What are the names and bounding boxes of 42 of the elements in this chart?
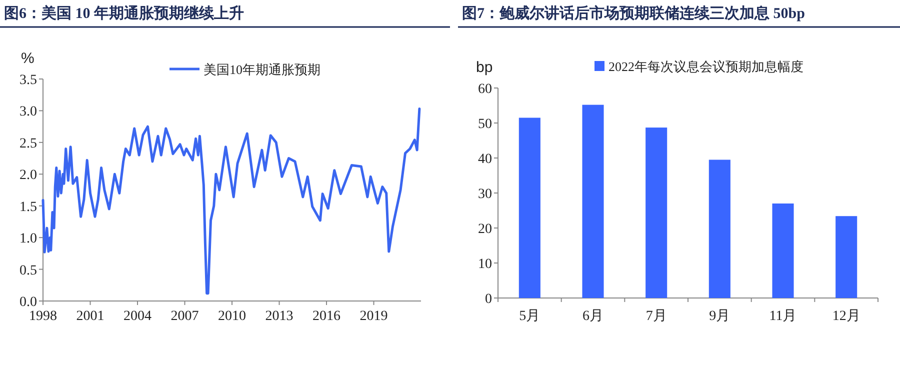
y-tick-label: 3.5 — [20, 73, 37, 88]
x-tick-label: 11月 — [769, 309, 797, 324]
x-tick-label: 2010 — [218, 309, 246, 324]
x-tick-label: 1998 — [29, 309, 57, 324]
x-tick-label: 2019 — [360, 309, 388, 324]
x-tick-label: 2016 — [312, 309, 340, 324]
y-tick-label: 2.0 — [20, 168, 37, 184]
y-tick-label: 60 — [478, 82, 492, 97]
bar — [582, 104, 604, 298]
legend-label: 2022年每次议息会议预期加息幅度 — [608, 59, 804, 74]
x-tick-label: 12月 — [832, 309, 860, 324]
y-tick-label: 0.0 — [20, 295, 37, 310]
y-tick-label: 2.5 — [20, 136, 37, 152]
line-series — [42, 108, 421, 295]
x-tick-label: 2007 — [170, 309, 199, 324]
y-tick-label: 0.5 — [20, 263, 37, 278]
bar — [518, 118, 540, 298]
x-tick-label: 5月 — [519, 309, 540, 324]
y-tick-label: 30 — [478, 187, 492, 202]
y-tick-label: 3.0 — [20, 104, 37, 120]
y-tick-label: 1.5 — [20, 200, 37, 215]
x-tick-label: 9月 — [709, 309, 730, 324]
bar — [772, 204, 794, 298]
y-tick-label: 40 — [478, 152, 492, 167]
y-tick-label: 10 — [478, 257, 492, 272]
y-axis-title: bp — [476, 59, 493, 76]
x-tick-label: 6月 — [582, 309, 604, 324]
y-tick-label: 50 — [478, 117, 492, 132]
y-tick-label: 1.0 — [20, 232, 37, 247]
legend-label: 美国10年期通胀预期 — [204, 62, 320, 77]
x-tick-label: 2013 — [265, 309, 294, 324]
x-tick-label: 2001 — [76, 309, 104, 324]
chart-title: 图6：美国 10 年期通胀预期继续上升 — [4, 4, 244, 22]
y-tick-label: 0 — [485, 292, 492, 307]
y-tick-label: 20 — [478, 222, 492, 237]
bar — [836, 216, 858, 298]
bar — [646, 128, 668, 298]
bar — [708, 160, 730, 298]
chart-title: 图7：鲍威尔讲话后市场预期联储连续三次加息 50bp — [462, 4, 805, 22]
x-tick-label: 2004 — [124, 309, 152, 324]
x-tick-label: 7月 — [646, 309, 667, 324]
y-axis-title: % — [21, 50, 34, 67]
